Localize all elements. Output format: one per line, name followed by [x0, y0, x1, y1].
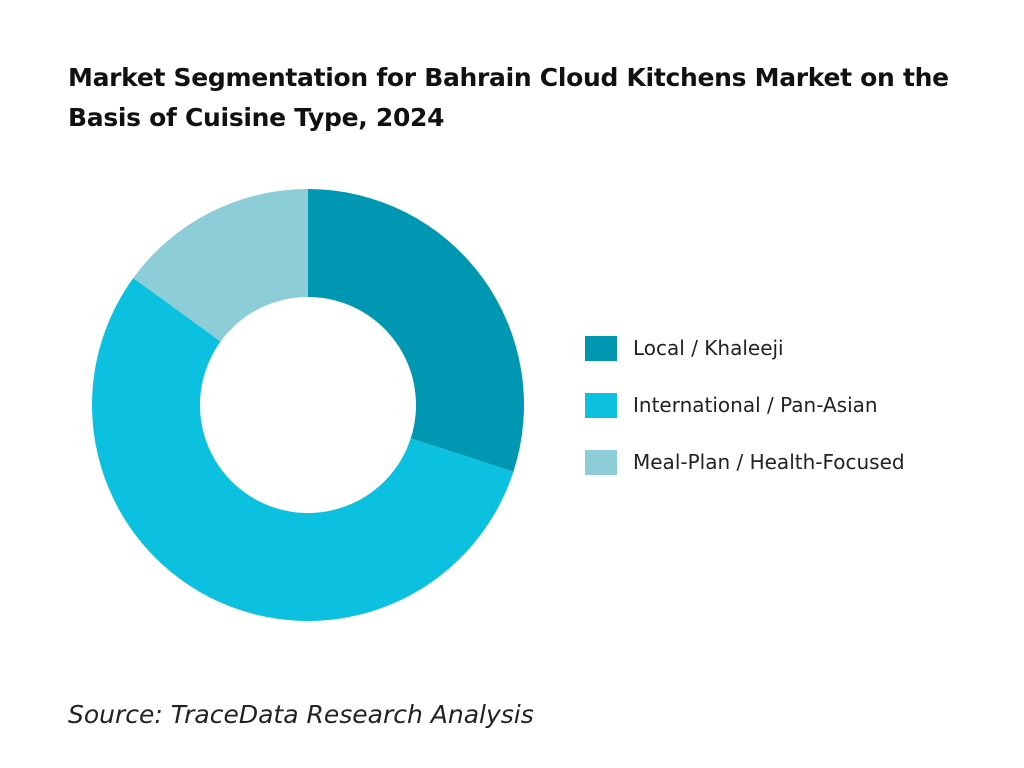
chart-title: Market Segmentation for Bahrain Cloud Ki… — [68, 63, 949, 132]
legend-swatch — [585, 392, 617, 418]
legend-label: Local / Khaleeji — [633, 336, 784, 360]
chart-legend: Local / Khaleeji International / Pan-Asia… — [585, 332, 905, 503]
legend-item: Local / Khaleeji — [585, 332, 905, 364]
legend-swatch — [585, 335, 617, 361]
donut-slice-1 — [308, 189, 525, 472]
source-note: Source: TraceData Research Analysis — [68, 700, 534, 729]
legend-item: International / Pan-Asian — [585, 389, 905, 421]
legend-label: International / Pan-Asian — [633, 393, 878, 417]
legend-item: Meal-Plan / Health-Focused — [585, 446, 905, 478]
donut-slice-2 — [91, 278, 514, 622]
legend-swatch — [585, 449, 617, 475]
donut-slice-3 — [133, 189, 308, 342]
legend-label: Meal-Plan / Health-Focused — [633, 450, 905, 474]
